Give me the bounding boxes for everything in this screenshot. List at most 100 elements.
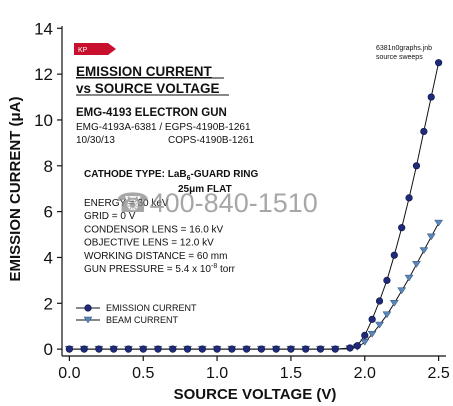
emission-current-point: [80, 345, 88, 353]
cathode-type-suffix: -GUARD RING: [191, 169, 259, 180]
beam-current-point: [411, 261, 421, 268]
emission-current-point: [243, 345, 251, 353]
legend-beam-marker: [83, 316, 93, 324]
parameter-line: OBJECTIVE LENS = 12.0 kV: [84, 238, 214, 249]
cathode-size: 25μm FLAT: [178, 184, 232, 195]
parameter-text: OBJECTIVE LENS = 12.0 kV: [84, 238, 214, 249]
emission-current-point: [353, 342, 361, 350]
x-tick-label: 2.0: [354, 365, 376, 382]
beam-current-point: [397, 287, 407, 295]
emission-current-point: [398, 224, 406, 232]
parameter-text: ENERGY = 30 keV: [84, 198, 169, 209]
emission-current-point: [346, 344, 354, 352]
emission-current-point: [420, 127, 428, 136]
beam-current-point: [434, 219, 444, 227]
sweep-note: source sweeps: [376, 54, 423, 61]
emission-current-point: [427, 93, 435, 101]
emission-current-point: [228, 345, 236, 353]
emission-current-point: [65, 345, 73, 353]
parameter-line: ENERGY = 30 keV: [84, 198, 169, 209]
beam-current-point: [419, 247, 429, 255]
y-tick-label: 4: [44, 248, 53, 267]
emission-current-point: [154, 345, 162, 353]
emission-current-point: [368, 315, 376, 323]
beam-current-point: [382, 311, 392, 319]
emission-current-point: [435, 59, 443, 67]
legend: EMISSION CURRENT BEAM CURRENT: [76, 303, 197, 325]
x-tick-label: 0.0: [58, 365, 80, 382]
cops-part-number: COPS-4190B-1261: [168, 135, 255, 146]
y-axis-label: EMISSION CURRENT (μA): [7, 96, 24, 281]
x-tick-label: 0.5: [132, 365, 154, 382]
phone-watermark: ☎400-840-1510: [116, 188, 318, 218]
y-tick-label: 14: [34, 19, 53, 38]
beam-current-point: [426, 233, 436, 241]
y-tick-label: 0: [44, 340, 53, 359]
emission-current-point: [383, 276, 391, 284]
legend-emission-label: EMISSION CURRENT: [106, 303, 197, 313]
y-tick-label: 8: [44, 157, 53, 176]
emission-current-point: [213, 345, 221, 353]
emission-current-point: [361, 331, 369, 339]
x-axis-label: SOURCE VOLTAGE (V): [174, 386, 337, 403]
file-name-note: 6381n0graphs.jnb: [376, 45, 432, 52]
emission-current-point: [257, 345, 265, 353]
chart-subtitle: vs SOURCE VOLTAGE: [76, 81, 220, 96]
emission-current-point: [316, 345, 325, 353]
emission-current-point: [375, 297, 384, 305]
x-tick-label: 1.5: [280, 365, 302, 382]
pressure-exponent: -8: [211, 263, 217, 270]
x-tick-label: 1.0: [206, 365, 228, 382]
parameter-line: WORKING DISTANCE = 60 mm: [84, 251, 227, 262]
operating-parameters: ENERGY = 30 keV GRID = 0 V CONDENSOR LENS …: [84, 198, 236, 275]
y-tick-label: 12: [34, 65, 53, 84]
y-tick-label: 10: [34, 111, 53, 130]
x-tick-label: 2.5: [427, 365, 449, 382]
emission-current-point: [331, 345, 339, 353]
cathode-type-label: CATHODE TYPE: LaB: [84, 169, 187, 180]
beam-current-point: [389, 300, 399, 307]
emission-current-point: [412, 162, 421, 170]
parameter-text: GRID = 0 V: [84, 211, 136, 222]
y-tick-label: 6: [44, 203, 53, 222]
badge-label: KP: [78, 47, 88, 54]
pressure-unit: torr: [217, 264, 235, 275]
parameter-line: GUN PRESSURE = 5.4 x 10-8 torr: [84, 263, 236, 275]
emission-current-point: [169, 345, 177, 353]
parameter-line: CONDENSOR LENS = 16.0 kV: [84, 224, 224, 235]
emission-current-point: [405, 194, 413, 202]
emission-current-point: [95, 345, 103, 353]
beam-current-point: [360, 339, 370, 346]
legend-beam: BEAM CURRENT: [76, 315, 179, 325]
badge-arrow-shape: [74, 43, 116, 55]
emission-current-point: [272, 345, 280, 353]
emission-current-point: [183, 345, 192, 353]
chart-title: EMISSION CURRENT: [76, 64, 213, 79]
emission-current-point: [139, 345, 147, 353]
part-numbers: EMG-4193A-6381 / EGPS-4190B-1261: [76, 122, 251, 133]
legend-emission: EMISSION CURRENT: [76, 303, 197, 313]
parameter-text: CONDENSOR LENS = 16.0 kV: [84, 224, 224, 235]
y-tick-label: 2: [44, 294, 53, 313]
gun-title: EMG-4193 ELECTRON GUN: [76, 107, 227, 119]
cathode-type: CATHODE TYPE: LaB6-GUARD RING: [84, 169, 259, 182]
parameter-text: WORKING DISTANCE = 60 mm: [84, 251, 227, 262]
cathode-subscript: 6: [187, 175, 191, 182]
emission-current-point: [124, 345, 133, 353]
legend-emission-marker: [84, 304, 92, 312]
plot-area: 0 2 4 6 8 10 12 14 0.0 0.5 1.0 1.5 2.0 2.5: [34, 19, 450, 382]
emission-current-point: [110, 345, 118, 353]
emission-current-point: [198, 345, 206, 353]
parameter-text: GUN PRESSURE = 5.4 x 10: [84, 264, 211, 275]
emission-current-point: [390, 251, 398, 259]
beam-current-point: [367, 330, 377, 338]
beam-current-point: [404, 274, 414, 282]
parameter-line: GRID = 0 V: [84, 211, 136, 222]
beam-current-point: [375, 321, 385, 329]
legend-beam-label: BEAM CURRENT: [106, 315, 179, 325]
emission-current-point: [302, 345, 310, 353]
kp-badge: KP: [74, 43, 116, 55]
test-date: 10/30/13: [76, 135, 115, 146]
emission-current-point: [287, 345, 295, 353]
